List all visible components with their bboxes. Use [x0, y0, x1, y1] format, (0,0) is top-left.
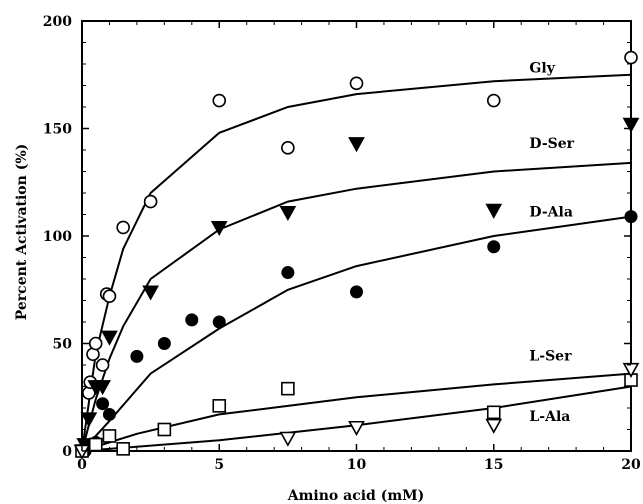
point-d-ser: [622, 117, 640, 133]
point-l-ser: [157, 422, 172, 437]
point-d-ser: [94, 380, 111, 396]
point-l-ser: [116, 442, 130, 456]
series-label-gly: Gly: [529, 61, 555, 77]
point-d-ala: [350, 285, 363, 299]
point-d-ser: [142, 285, 159, 301]
x-tick-label: 10: [347, 457, 367, 473]
fit-line-gly: [81, 73, 632, 452]
fit-line-d-ala: [81, 215, 632, 452]
fit-line-l-ser: [81, 372, 632, 452]
point-d-ala: [102, 407, 116, 421]
x-tick-label: 20: [621, 457, 641, 473]
x-tick-label: 0: [77, 457, 87, 473]
y-tick-label: 200: [43, 14, 72, 30]
x-axis-title: Amino acid (mM): [287, 488, 425, 504]
point-l-ala: [485, 418, 503, 434]
point-d-ser: [485, 203, 503, 219]
y-tick-label: 0: [62, 444, 72, 460]
series-labels: Gly D-Ser D-Ala L-Ser L-Ala: [529, 61, 574, 425]
point-gly: [102, 289, 117, 304]
point-l-ser: [212, 399, 227, 413]
point-d-ala: [157, 337, 171, 350]
point-d-ser: [101, 330, 118, 346]
point-d-ala: [487, 240, 501, 254]
y-tick-label: 100: [43, 229, 72, 245]
point-d-ser: [210, 221, 228, 237]
point-gly: [143, 194, 158, 209]
point-gly: [95, 358, 110, 372]
point-d-ser: [279, 205, 297, 221]
point-d-ala: [185, 313, 199, 327]
point-l-ser: [486, 405, 501, 420]
point-l-ser: [88, 437, 103, 452]
point-gly: [212, 93, 227, 108]
y-axis-title: Percent Activation (%): [14, 144, 30, 321]
point-l-ser: [102, 429, 117, 443]
series-label-d-ser: D-Ser: [529, 136, 574, 152]
point-d-ala: [281, 266, 295, 280]
point-d-ala: [130, 349, 144, 363]
x-tick-label: 5: [214, 457, 224, 473]
series-label-l-ser: L-Ser: [529, 349, 572, 365]
point-gly: [624, 50, 638, 65]
plot-area: [73, 20, 640, 460]
fit-line-d-ser: [81, 161, 632, 452]
point-gly: [281, 141, 295, 155]
point-d-ala: [212, 315, 226, 329]
point-d-ser: [348, 137, 365, 153]
point-gly: [116, 220, 130, 235]
y-tick-label: 150: [43, 122, 72, 138]
x-tick-label: 15: [484, 457, 503, 473]
point-gly: [349, 76, 364, 91]
point-l-ala: [622, 362, 640, 378]
y-tick-label: 50: [53, 337, 73, 353]
point-gly: [486, 93, 501, 108]
point-d-ala: [96, 397, 110, 411]
series-label-d-ala: D-Ala: [529, 205, 572, 221]
point-gly: [88, 336, 103, 351]
point-d-ser: [80, 412, 98, 428]
point-d-ala: [624, 210, 638, 224]
point-l-ala: [348, 420, 365, 436]
series-label-l-ala: L-Ala: [529, 409, 570, 425]
point-l-ser: [281, 381, 295, 396]
point-l-ala: [279, 431, 297, 447]
